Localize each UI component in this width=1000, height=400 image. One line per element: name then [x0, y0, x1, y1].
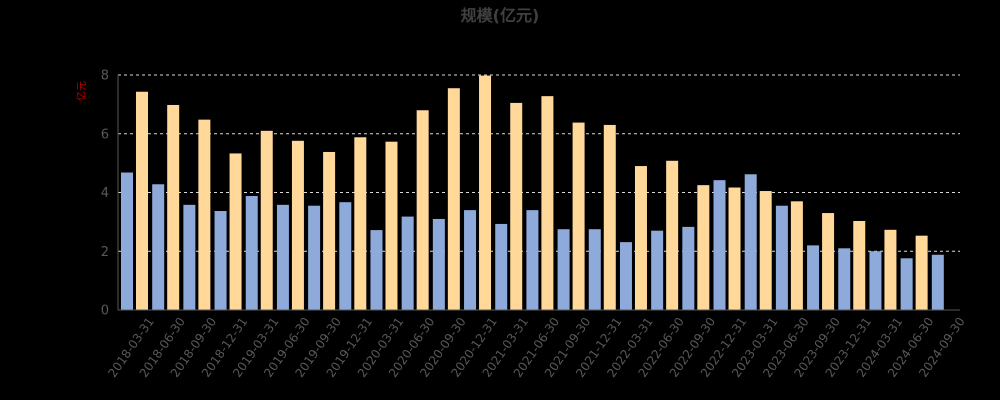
bar-series-2-2018-03-31 — [136, 91, 148, 311]
bar-series-1-2019-09-30 — [308, 205, 321, 310]
bar-series-2-2020-03-31 — [385, 141, 398, 310]
bar-series-2-2023-09-30 — [822, 213, 835, 310]
bar-series-2-2021-09-30 — [572, 122, 585, 311]
bar-series-1-2019-12-31 — [339, 202, 352, 310]
bar-series-2-2019-06-30 — [291, 140, 304, 310]
axes — [117, 75, 960, 311]
bar-series-1-2019-03-31 — [245, 196, 258, 310]
bar-series-1-2023-06-30 — [775, 205, 788, 310]
bar-series-1-2022-12-31 — [713, 180, 726, 310]
bar-series-1-2021-09-30 — [557, 229, 570, 310]
bar-series-2-2020-09-30 — [447, 88, 460, 310]
y-axis-label: 亿元 — [75, 81, 88, 101]
bar-series-1-2021-12-31 — [588, 229, 601, 310]
bar-series-2-2022-06-30 — [666, 160, 679, 310]
bar-series-1-2024-03-31 — [869, 251, 882, 310]
bar-series-1-2024-06-30 — [900, 258, 913, 310]
bar-series-1-2020-06-30 — [401, 216, 414, 310]
gridlines — [118, 74, 960, 252]
bar-series-2-2019-12-31 — [354, 137, 367, 310]
bar-series-2-2023-03-31 — [759, 191, 772, 310]
bar-series-1-2022-03-31 — [619, 242, 632, 310]
x-tick-labels: 2018-03-312018-06-302018-09-302018-12-31… — [105, 315, 967, 380]
bar-series-2-2021-12-31 — [603, 124, 616, 310]
bar-series-1-2021-03-31 — [495, 223, 508, 310]
bar-series-1-2020-03-31 — [370, 230, 383, 310]
bar-series-1-2018-06-30 — [152, 184, 165, 310]
bar-series-2-2021-06-30 — [541, 96, 554, 311]
bar-series-2-2018-12-31 — [229, 153, 242, 310]
y-tick-label: 4 — [101, 186, 109, 201]
bar-series-1-2022-09-30 — [682, 226, 695, 310]
bar-series-2-2019-03-31 — [260, 130, 273, 310]
bar-series-2-2022-03-31 — [634, 166, 647, 310]
bar-series-1-2020-09-30 — [432, 218, 445, 310]
bar-series-1-2022-06-30 — [651, 230, 664, 310]
bar-series-2-2021-03-31 — [510, 102, 523, 310]
bar-series-1-2024-09-30 — [931, 254, 944, 310]
bar-series-1-2023-03-31 — [744, 174, 757, 310]
bar-series-2-2023-12-31 — [853, 220, 866, 310]
y-tick-labels: 0 2 4 6 8 — [101, 69, 109, 319]
bar-series-1-2021-06-30 — [526, 210, 539, 310]
bar-series-2-2024-03-31 — [884, 229, 897, 310]
bar-series-2-2018-09-30 — [198, 119, 211, 311]
chart-title: 规模(亿元) — [461, 6, 540, 25]
y-tick-label: 2 — [101, 245, 109, 260]
bar-series-1-2023-09-30 — [807, 245, 820, 310]
bar-series-1-2018-09-30 — [183, 204, 196, 310]
bar-series-2-2018-06-30 — [167, 104, 180, 311]
y-tick-label: 6 — [101, 127, 109, 142]
bar-series-1-2020-12-31 — [464, 210, 477, 310]
bars — [121, 75, 944, 311]
bar-series-1-2018-12-31 — [214, 211, 227, 310]
y-tick-label: 0 — [101, 304, 109, 319]
bar-series-1-2018-03-31 — [121, 172, 133, 310]
bar-series-2-2022-09-30 — [697, 185, 710, 310]
bar-series-2-2022-12-31 — [728, 187, 741, 310]
bar-series-1-2019-06-30 — [276, 204, 289, 310]
bar-series-2-2024-06-30 — [915, 235, 928, 310]
bar-series-1-2023-12-31 — [838, 248, 851, 310]
bar-series-2-2020-06-30 — [416, 110, 429, 310]
bar-series-2-2023-06-30 — [790, 201, 803, 310]
y-tick-label: 8 — [101, 69, 109, 84]
bar-series-2-2019-09-30 — [323, 151, 336, 310]
bar-series-2-2020-12-31 — [479, 75, 492, 311]
